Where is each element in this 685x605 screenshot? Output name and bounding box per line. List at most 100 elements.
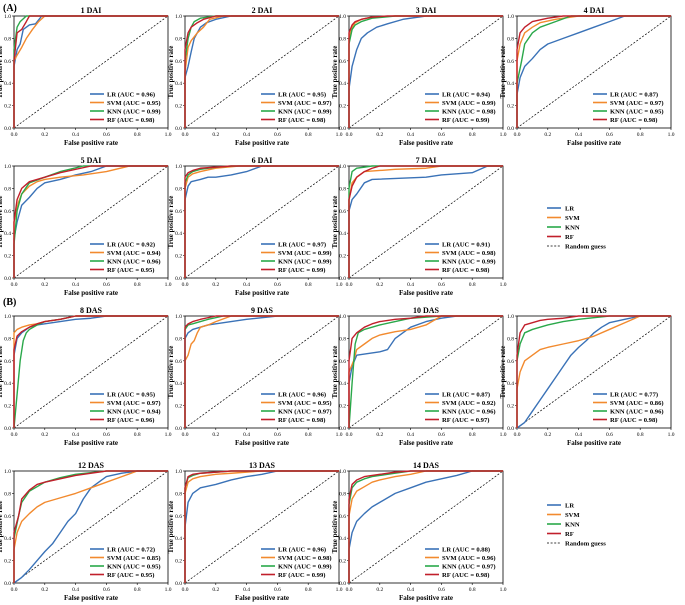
x-tick-label: 0.6 [274,587,281,593]
y-tick-label: 0.2 [175,104,182,110]
roc-curve-rf [13,15,168,128]
x-tick-label: 0.0 [11,282,18,288]
x-tick-label: 0.4 [407,432,414,438]
roc-curve-lr [184,470,339,583]
y-tick-label: 0.0 [4,426,11,432]
legend-label-svm: SVM (AUC = 0.94) [107,250,161,257]
random-guess-line [184,315,340,429]
x-tick-label: 0.6 [438,587,445,593]
roc-curve-lr [184,165,339,278]
standalone-legend-b: LR SVM KNN RF Random guess [547,502,606,547]
legend-label-rf: RF (AUC = 0.98) [107,117,154,124]
legend-label-svm: SVM (AUC = 0.92) [442,400,496,407]
legend-label-svm: SVM (AUC = 0.99) [278,250,332,257]
y-axis-label: True positive rate [0,196,4,249]
x-tick-label: 0.6 [274,432,281,438]
y-axis-label: True positive rate [331,501,339,554]
y-axis-label: True positive rate [0,501,4,554]
x-axis-label: False positive rate [399,439,453,447]
x-axis-label: False positive rate [64,439,118,447]
y-tick-label: 0.4 [175,536,182,542]
y-tick-label: 0.2 [175,254,182,260]
y-tick-label: 0.0 [4,581,11,587]
random-guess-line [348,165,504,279]
x-tick-label: 0.4 [72,587,79,593]
y-axis-label: True positive rate [167,346,175,399]
y-tick-label: 0.2 [339,559,346,565]
y-tick-label: 0.4 [507,381,514,387]
y-axis-label: True positive rate [331,46,339,99]
roc-panel: 1 DAI 0.00.0 0.2 0.2 0.4 0.4 0.6 0.6 0.8 0.8 1.0 1.… [0,6,172,147]
y-axis-label: True positive rate [167,501,175,554]
y-tick-label: 0.2 [4,254,11,260]
y-tick-label: 0.2 [339,404,346,410]
roc-curve-svm [13,470,168,583]
y-tick-label: 0.2 [4,104,11,110]
x-tick-label: 0.4 [407,587,414,593]
roc-panel: 12 DAS 0.00.0 0.2 0.2 0.4 0.4 0.6 0.6 0.8 0.8 1.0 1… [0,461,172,602]
y-tick-label: 0.0 [339,426,346,432]
x-tick-label: 0.4 [407,132,414,138]
roc-curve-lr [13,470,168,584]
y-tick-label: 0.0 [339,126,346,132]
roc-curve-rf [13,165,168,278]
panel-title: 6 DAI [252,156,273,165]
legend-label-svm: SVM (AUC = 0.99) [442,100,496,107]
roc-curve-svm [516,315,671,428]
random-guess-line [184,165,340,279]
x-tick-label: 0.8 [305,132,312,138]
panel-title: 1 DAI [81,6,102,15]
y-tick-label: 0.4 [339,381,346,387]
x-tick-label: 0.4 [243,432,250,438]
x-tick-label: 0.8 [134,282,141,288]
y-tick-label: 0.6 [4,359,11,365]
legend-label-lr: LR (AUC = 0.96) [107,91,155,98]
x-tick-label: 0.0 [182,432,189,438]
x-tick-label: 0.0 [182,282,189,288]
legend-label-svm: SVM (AUC = 0.97) [278,100,332,107]
x-tick-label: 0.2 [544,432,551,438]
x-tick-label: 0.6 [438,432,445,438]
x-tick-label: 1.0 [165,282,172,288]
legend-label-knn: KNN (AUC = 0.99) [278,258,332,265]
legend-label-rf: RF (AUC = 0.96) [107,417,154,424]
panel-title: 9 DAS [251,306,274,315]
x-axis-label: False positive rate [235,289,289,297]
y-tick-label: 0.6 [175,514,182,520]
y-tick-label: 0.8 [4,186,11,192]
x-axis-label: False positive rate [567,139,621,147]
x-tick-label: 1.0 [500,587,507,593]
roc-curve-rf [184,315,339,428]
roc-curve-knn [516,15,671,128]
random-guess-line [348,470,504,584]
roc-curve-rf [348,165,503,278]
panel-title: 4 DAI [584,6,605,15]
y-tick-label: 0.6 [339,359,346,365]
roc-panels: 1 DAI0.00.00.20.20.40.40.60.60.80.81.01.… [0,6,675,602]
y-tick-label: 1.0 [4,469,11,475]
legend-label-rf: RF (AUC = 0.98) [278,117,325,124]
panel-title: 8 DAS [80,306,103,315]
legend-label-svm: SVM (AUC = 0.85) [107,555,161,562]
x-tick-label: 1.0 [668,132,675,138]
y-axis-label: True positive rate [0,46,4,99]
y-tick-label: 0.4 [4,536,11,542]
legend-label-rf: RF (AUC = 0.95) [107,572,154,579]
x-tick-label: 0.0 [11,132,18,138]
roc-curve-rf [13,315,168,428]
legend-label-rf: RF (AUC = 0.99) [442,117,489,124]
roc-curve-knn [348,315,503,429]
x-tick-label: 0.8 [305,432,312,438]
roc-curve-lr [516,315,671,429]
y-tick-label: 0.0 [4,276,11,282]
y-tick-label: 0.4 [175,381,182,387]
y-tick-label: 0.6 [507,59,514,65]
x-tick-label: 0.2 [376,132,383,138]
x-axis-label: False positive rate [64,139,118,147]
y-tick-label: 0.2 [175,404,182,410]
x-tick-label: 0.4 [72,132,79,138]
y-tick-label: 0.6 [507,359,514,365]
y-tick-label: 1.0 [175,164,182,170]
roc-curve-svm [184,15,339,128]
x-tick-label: 0.0 [11,587,18,593]
